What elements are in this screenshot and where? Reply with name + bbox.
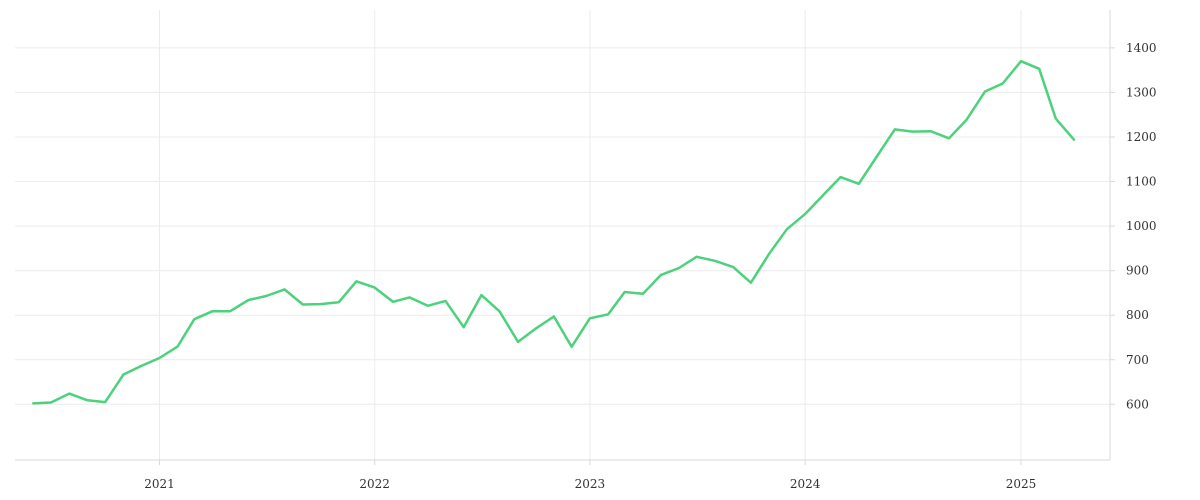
y-tick-label: 1400	[1126, 41, 1157, 55]
y-tick-label: 700	[1126, 353, 1149, 367]
y-tick-label: 1300	[1126, 85, 1157, 99]
x-tick-label: 2025	[1006, 477, 1037, 491]
y-tick-label: 800	[1126, 308, 1149, 322]
series-layer	[32, 59, 1076, 405]
x-tick-label: 2022	[359, 477, 390, 491]
grid	[15, 10, 1110, 460]
series-line	[32, 59, 1076, 405]
x-tick-label: 2024	[790, 477, 821, 491]
y-tick-label: 600	[1126, 397, 1149, 411]
axes	[15, 10, 1115, 465]
y-tick-label: 1200	[1126, 130, 1157, 144]
y-tick-label: 1000	[1126, 219, 1157, 233]
y-tick-label: 1100	[1126, 175, 1157, 189]
tick-labels: 600 700 800 900 1000 1100 1200 1300 1400 2021 2022…	[144, 41, 1156, 491]
y-tick-label: 900	[1126, 264, 1149, 278]
x-tick-label: 2023	[575, 477, 606, 491]
x-tick-label: 2021	[144, 477, 175, 491]
